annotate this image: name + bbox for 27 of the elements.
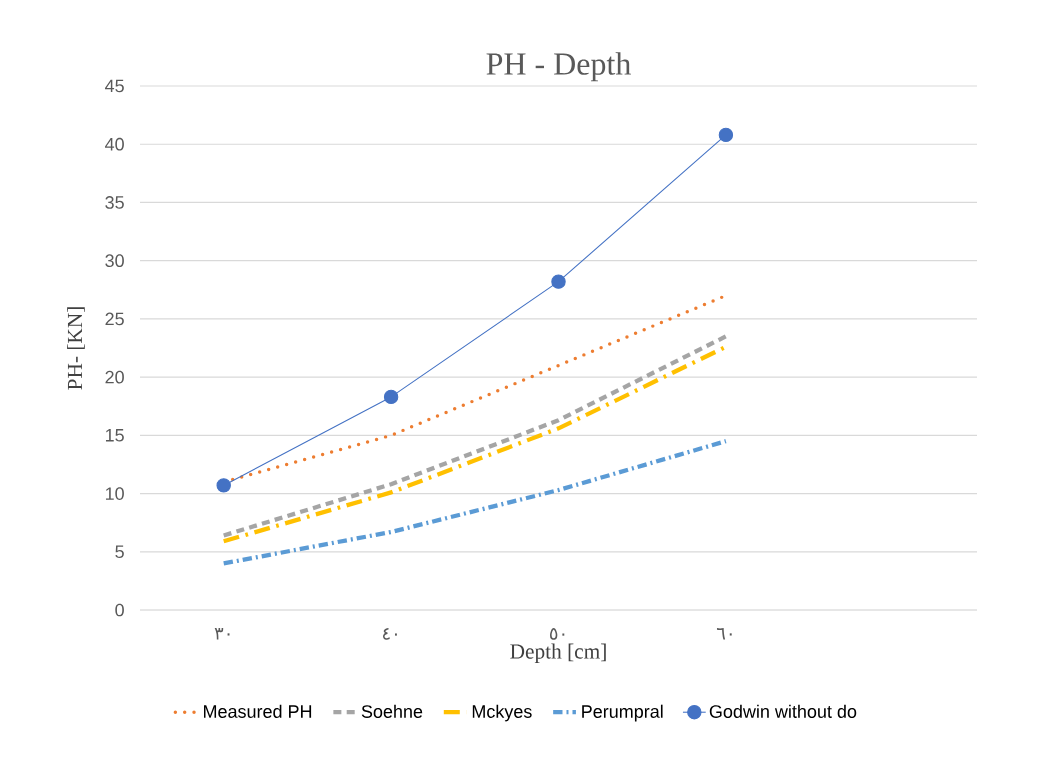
y-tick-label: 5 bbox=[115, 545, 124, 559]
line-series bbox=[221, 439, 729, 566]
x-tick-label: ٣٠ bbox=[214, 628, 230, 640]
point bbox=[718, 127, 734, 143]
y-tick-label: 15 bbox=[105, 429, 124, 442]
x-tick-label: ٤٠ bbox=[382, 628, 397, 640]
point bbox=[383, 389, 399, 405]
chart-title: PH - Depth bbox=[486, 52, 631, 82]
legend-label: Perumpral bbox=[582, 704, 663, 722]
y-tick-label: 10 bbox=[105, 487, 124, 500]
y-tick-label: 35 bbox=[105, 196, 124, 209]
x-tick-label: ٦٠ bbox=[716, 628, 732, 640]
y-tick-label: 45 bbox=[105, 79, 124, 93]
point bbox=[551, 274, 566, 289]
y-tick-label: 40 bbox=[105, 137, 124, 151]
y-tick-label: 30 bbox=[105, 254, 124, 268]
y-tick-label: 25 bbox=[105, 312, 124, 326]
legend-label: Mckyes bbox=[472, 704, 532, 722]
y-axis-title: PH- [KN] bbox=[67, 307, 85, 390]
legend-label: Godwin without do bbox=[709, 704, 857, 718]
x-tick-label: ٥٠ bbox=[550, 628, 565, 640]
y-tick-label: 0 bbox=[115, 603, 124, 617]
y-tick-label: 20 bbox=[105, 370, 124, 384]
legend-label: Measured PH bbox=[204, 704, 312, 718]
point bbox=[216, 478, 231, 493]
legend-label: Soehne bbox=[361, 704, 423, 718]
x-axis-title: Depth [cm] bbox=[510, 643, 606, 663]
